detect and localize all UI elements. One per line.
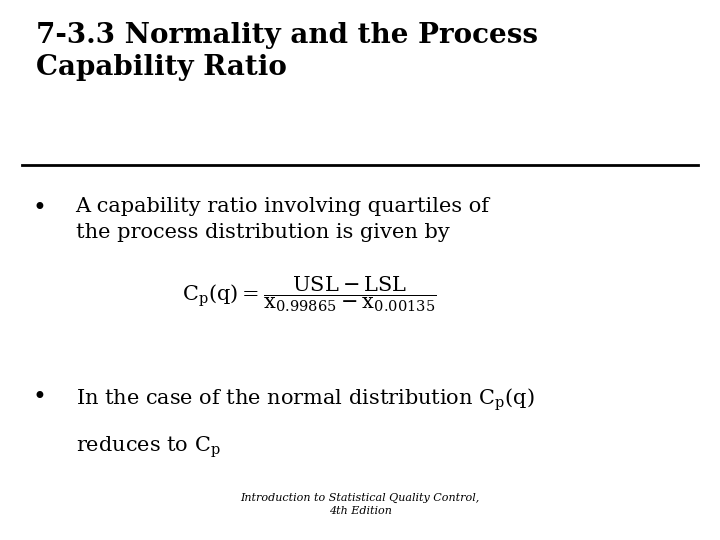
Text: •: •	[32, 386, 47, 409]
Text: Introduction to Statistical Quality Control,
4th Edition: Introduction to Statistical Quality Cont…	[240, 493, 480, 516]
Text: •: •	[32, 197, 47, 220]
Text: A capability ratio involving quartiles of
the process distribution is given by: A capability ratio involving quartiles o…	[76, 197, 490, 242]
Text: $\mathregular{C_p(q) = \dfrac{USL - LSL}{x_{0.99865} - x_{0.00135}}}$: $\mathregular{C_p(q) = \dfrac{USL - LSL}…	[182, 274, 437, 314]
Text: reduces to $\mathregular{C_p}$: reduces to $\mathregular{C_p}$	[76, 435, 220, 460]
Text: In the case of the normal distribution $\mathregular{C_p(q)}$: In the case of the normal distribution $…	[76, 386, 534, 413]
Text: 7-3.3 Normality and the Process
Capability Ratio: 7-3.3 Normality and the Process Capabili…	[36, 22, 538, 81]
